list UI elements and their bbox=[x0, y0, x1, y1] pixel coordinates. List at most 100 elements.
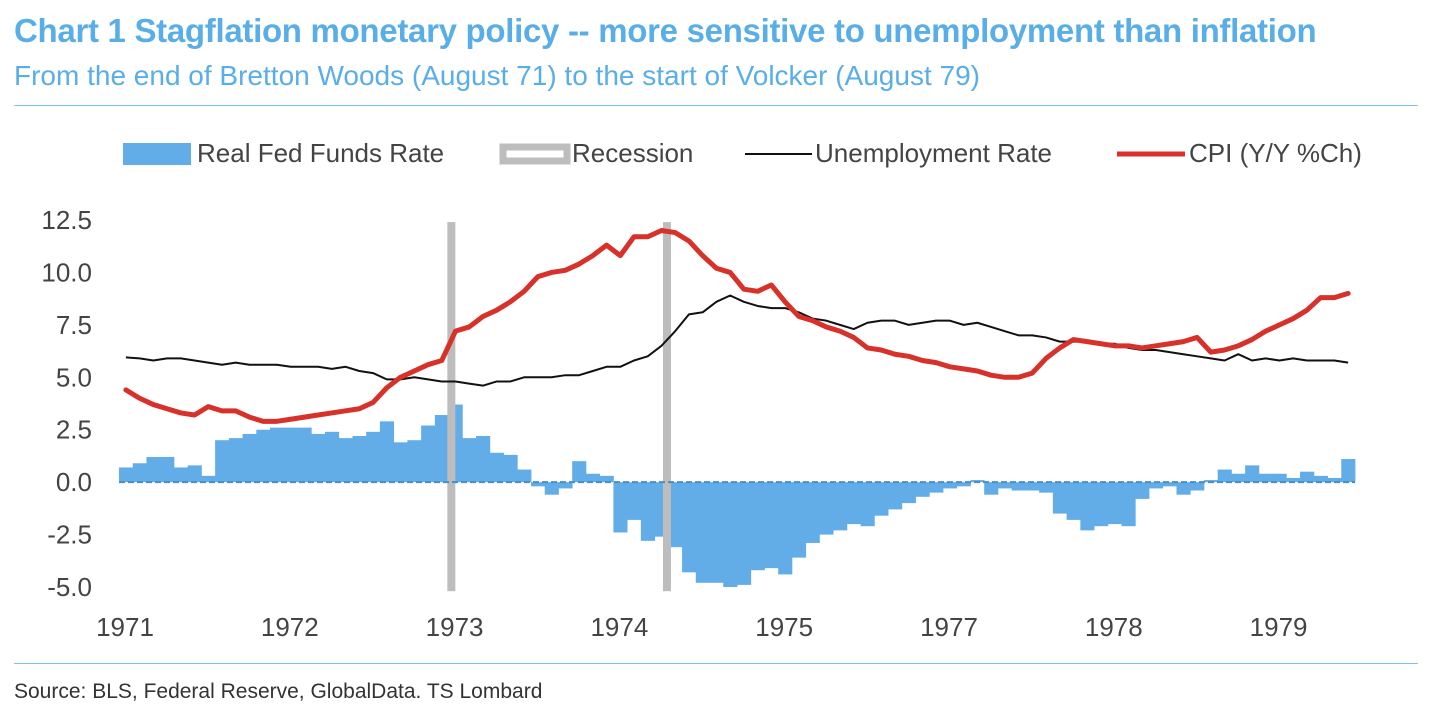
bar-real-fed-funds bbox=[544, 482, 559, 495]
y-axis: 12.5 10.0 7.5 5.0 2.5 0.0 -2.5 -5.0 bbox=[41, 205, 92, 602]
series-lines bbox=[123, 227, 1351, 424]
bar-real-fed-funds bbox=[682, 482, 697, 573]
bar-real-fed-funds bbox=[1121, 482, 1136, 527]
bar-real-fed-funds bbox=[929, 482, 944, 493]
y-tick-label: 2.5 bbox=[56, 415, 92, 445]
bar-real-fed-funds bbox=[146, 456, 161, 483]
bar-real-fed-funds bbox=[640, 482, 655, 541]
bar-real-fed-funds bbox=[1300, 471, 1315, 483]
bar-real-fed-funds bbox=[1149, 482, 1164, 489]
bar-real-fed-funds bbox=[846, 482, 861, 525]
bar-real-fed-funds bbox=[489, 452, 504, 483]
bar-real-fed-funds bbox=[558, 482, 573, 489]
y-tick-label: 7.5 bbox=[56, 310, 92, 340]
bar-real-fed-funds bbox=[627, 482, 642, 520]
bar-real-fed-funds bbox=[833, 482, 848, 531]
x-tick-label: 1977 bbox=[920, 612, 978, 642]
bar-real-fed-funds bbox=[860, 482, 875, 527]
recession-band bbox=[662, 222, 671, 592]
line-cpi bbox=[123, 227, 1351, 424]
bar-real-fed-funds bbox=[1286, 477, 1301, 483]
bar-real-fed-funds bbox=[1052, 482, 1067, 514]
bar-real-fed-funds bbox=[613, 482, 628, 533]
bar-real-fed-funds bbox=[805, 482, 820, 543]
bar-real-fed-funds bbox=[709, 482, 724, 583]
bar-real-fed-funds bbox=[874, 482, 889, 516]
bar-real-fed-funds bbox=[160, 456, 175, 483]
bar-real-fed-funds bbox=[393, 442, 408, 483]
bar-real-fed-funds bbox=[1217, 469, 1232, 483]
bar-real-fed-funds bbox=[352, 436, 367, 483]
bar-real-fed-funds bbox=[1245, 465, 1260, 483]
bar-real-fed-funds bbox=[1135, 482, 1150, 499]
bar-real-fed-funds bbox=[283, 427, 298, 483]
bar-real-fed-funds bbox=[723, 482, 738, 587]
bar-real-fed-funds bbox=[421, 425, 436, 483]
bar-real-fed-funds bbox=[201, 475, 216, 483]
bar-real-fed-funds bbox=[1107, 482, 1122, 525]
bar-real-fed-funds bbox=[750, 482, 765, 571]
legend-label-unemployment: Unemployment Rate bbox=[815, 138, 1052, 168]
bar-real-fed-funds bbox=[1190, 482, 1205, 491]
x-tick-label: 1979 bbox=[1250, 612, 1308, 642]
bar-real-fed-funds bbox=[1203, 480, 1219, 483]
y-tick-label: 10.0 bbox=[41, 257, 92, 287]
bar-real-fed-funds bbox=[956, 482, 971, 487]
bar-real-fed-funds bbox=[1011, 482, 1026, 491]
bar-real-fed-funds bbox=[599, 475, 614, 483]
bar-real-fed-funds bbox=[1176, 482, 1191, 495]
legend-item-unemployment: Unemployment Rate bbox=[745, 138, 1052, 168]
x-tick-label: 1973 bbox=[426, 612, 484, 642]
bar-real-fed-funds bbox=[119, 467, 134, 483]
bar-real-fed-funds bbox=[737, 482, 752, 585]
legend-item-real-fed-funds: Real Fed Funds Rate bbox=[123, 138, 444, 168]
bar-real-fed-funds bbox=[984, 482, 999, 495]
x-axis: 1971 1972 1973 1974 1975 1977 1978 1979 bbox=[96, 612, 1307, 642]
y-tick-label: 12.5 bbox=[41, 205, 92, 235]
bar-real-fed-funds bbox=[531, 482, 546, 487]
footer-divider bbox=[14, 663, 1418, 664]
bar-real-fed-funds bbox=[228, 438, 243, 483]
bar-real-fed-funds bbox=[270, 427, 285, 483]
bar-real-fed-funds bbox=[1258, 473, 1273, 483]
bar-real-fed-funds bbox=[462, 438, 477, 483]
bar-real-fed-funds bbox=[503, 454, 518, 483]
recession-bands bbox=[447, 222, 671, 592]
bar-real-fed-funds bbox=[695, 482, 710, 583]
y-tick-label: -5.0 bbox=[47, 572, 92, 602]
bar-real-fed-funds bbox=[1327, 477, 1342, 483]
bar-real-fed-funds bbox=[338, 438, 353, 483]
recession-band bbox=[447, 222, 456, 592]
bar-real-fed-funds bbox=[1341, 459, 1356, 483]
legend-swatch-bar bbox=[123, 143, 191, 165]
bar-real-fed-funds bbox=[1094, 482, 1109, 527]
bar-real-fed-funds bbox=[970, 480, 985, 483]
bar-real-fed-funds bbox=[778, 482, 793, 575]
chart-title: Chart 1 Stagflation monetary policy -- m… bbox=[14, 12, 1317, 49]
bar-real-fed-funds bbox=[888, 482, 903, 510]
bar-real-fed-funds bbox=[997, 482, 1013, 489]
bar-real-fed-funds bbox=[215, 440, 230, 483]
header-divider bbox=[14, 105, 1418, 106]
y-tick-label: 5.0 bbox=[56, 362, 92, 392]
x-tick-label: 1972 bbox=[261, 612, 319, 642]
bar-real-fed-funds bbox=[256, 429, 271, 483]
legend-label-recession: Recession bbox=[572, 138, 693, 168]
bar-real-fed-funds bbox=[1039, 482, 1054, 493]
bar-real-fed-funds bbox=[325, 431, 340, 483]
bar-real-fed-funds bbox=[668, 482, 683, 548]
bar-real-fed-funds bbox=[764, 482, 779, 569]
bar-real-fed-funds bbox=[791, 482, 807, 558]
bar-real-fed-funds bbox=[585, 473, 601, 483]
x-tick-label: 1975 bbox=[755, 612, 813, 642]
bar-real-fed-funds bbox=[943, 482, 958, 489]
legend: Real Fed Funds Rate Recession Unemployme… bbox=[123, 138, 1362, 168]
bar-real-fed-funds bbox=[915, 482, 930, 497]
chart-subtitle: From the end of Bretton Woods (August 71… bbox=[14, 60, 980, 91]
bar-real-fed-funds bbox=[434, 415, 449, 483]
bar-real-fed-funds bbox=[901, 482, 916, 504]
bar-real-fed-funds bbox=[311, 433, 326, 483]
bar-real-fed-funds bbox=[1080, 482, 1095, 531]
legend-swatch-recession bbox=[499, 143, 571, 165]
bar-real-fed-funds bbox=[1066, 482, 1081, 520]
